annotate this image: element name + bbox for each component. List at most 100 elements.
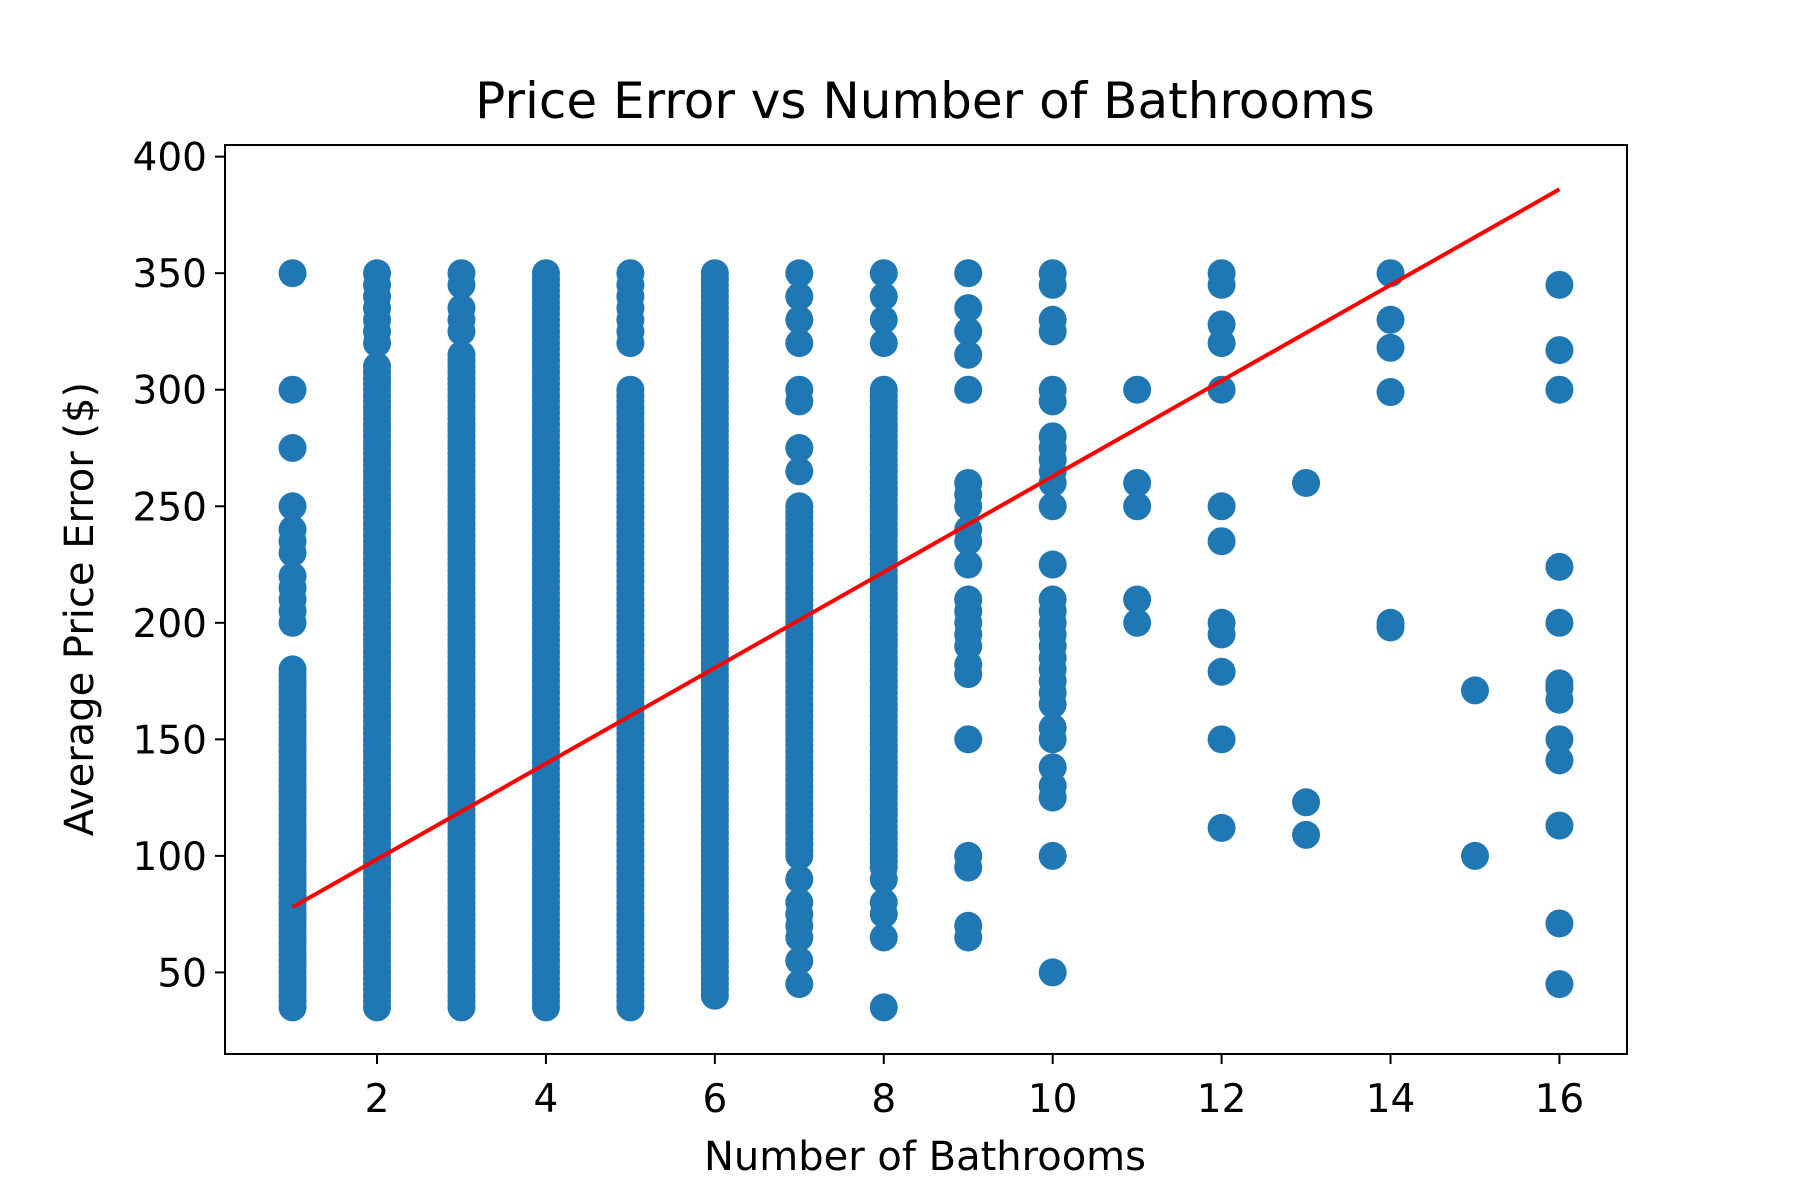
data-point — [1545, 336, 1574, 365]
data-point — [1123, 492, 1152, 521]
data-point — [1545, 746, 1574, 775]
data-point — [1207, 657, 1236, 686]
y-axis-ticks: 50 100 150 200 250 300 350 400 — [133, 136, 225, 996]
x-tick-label: 6 — [702, 1077, 727, 1122]
data-point — [785, 492, 814, 521]
data-point — [1545, 552, 1574, 581]
data-point — [785, 585, 814, 614]
data-point — [278, 434, 307, 462]
data-point — [1292, 820, 1321, 849]
data-point — [954, 841, 983, 870]
data-point — [1123, 468, 1152, 497]
data-point — [785, 865, 814, 894]
data-point — [785, 282, 814, 311]
data-point — [954, 911, 983, 940]
data-point — [785, 888, 814, 917]
data-point — [785, 970, 814, 999]
y-tick-label: 250 — [133, 485, 207, 530]
data-point — [1545, 909, 1574, 938]
data-point — [1038, 550, 1067, 579]
data-point — [1038, 958, 1067, 987]
data-point — [1207, 813, 1236, 842]
data-point — [785, 259, 814, 288]
data-point — [785, 329, 814, 358]
data-point — [278, 562, 307, 591]
data-point — [869, 993, 898, 1022]
data-point — [1545, 725, 1574, 754]
data-point — [785, 946, 814, 975]
points-layer — [278, 259, 1574, 1022]
x-tick-label: 8 — [871, 1077, 896, 1122]
data-point — [1207, 608, 1236, 637]
data-point — [869, 259, 898, 288]
data-point — [1376, 378, 1405, 407]
trend-line-layer — [291, 187, 1561, 909]
data-point — [869, 329, 898, 358]
data-point — [1545, 270, 1574, 299]
data-point — [1376, 608, 1405, 637]
data-point — [869, 282, 898, 311]
chart-title: Price Error vs Number of Bathrooms — [475, 72, 1375, 130]
y-tick-label: 100 — [133, 835, 207, 880]
data-point — [1123, 375, 1152, 404]
data-point — [785, 434, 814, 462]
data-point — [785, 305, 814, 334]
data-point — [1376, 333, 1405, 362]
data-point — [869, 375, 898, 404]
x-tick-label: 16 — [1535, 1077, 1585, 1122]
y-tick-label: 300 — [133, 369, 207, 414]
data-point — [278, 492, 307, 521]
x-tick-label: 2 — [365, 1077, 390, 1122]
x-axis-label: Number of Bathrooms — [704, 1134, 1146, 1180]
data-point — [447, 340, 476, 369]
x-tick-label: 4 — [534, 1077, 559, 1122]
data-point — [954, 294, 983, 323]
data-point — [363, 259, 392, 288]
x-tick-label: 10 — [1028, 1077, 1078, 1122]
data-point — [1545, 669, 1574, 698]
x-tick-label: 12 — [1197, 1077, 1247, 1122]
data-point — [278, 375, 307, 404]
data-point — [869, 888, 898, 917]
data-point — [869, 865, 898, 894]
data-point — [785, 375, 814, 404]
y-axis-label: Average Price Error ($) — [57, 382, 103, 836]
data-point — [1123, 585, 1152, 614]
data-point — [1292, 468, 1321, 497]
data-point — [1038, 259, 1067, 288]
data-point — [1207, 259, 1236, 288]
data-point — [869, 305, 898, 334]
data-point — [869, 923, 898, 952]
y-tick-label: 350 — [133, 252, 207, 297]
data-point — [447, 294, 476, 323]
y-tick-label: 200 — [133, 602, 207, 647]
data-point — [1545, 970, 1574, 999]
data-point — [1038, 305, 1067, 334]
data-point — [278, 655, 307, 684]
data-point — [1038, 713, 1067, 742]
data-point — [954, 468, 983, 497]
x-tick-label: 14 — [1366, 1077, 1416, 1122]
y-tick-label: 50 — [157, 951, 207, 996]
data-point — [1207, 492, 1236, 521]
data-point — [954, 585, 983, 614]
data-point — [1038, 585, 1067, 614]
y-tick-label: 150 — [133, 718, 207, 763]
data-point — [1123, 608, 1152, 637]
data-point — [616, 259, 645, 288]
data-point — [1038, 841, 1067, 870]
data-point — [1038, 375, 1067, 404]
data-point — [363, 352, 392, 381]
trend-line — [291, 187, 1561, 909]
data-point — [1207, 310, 1236, 339]
data-point — [785, 550, 814, 579]
data-point — [1460, 676, 1489, 705]
plot-frame — [224, 144, 1628, 1055]
data-point — [1038, 422, 1067, 451]
data-point — [954, 550, 983, 579]
data-point — [1460, 841, 1489, 870]
data-point — [700, 259, 729, 288]
data-point — [954, 317, 983, 346]
